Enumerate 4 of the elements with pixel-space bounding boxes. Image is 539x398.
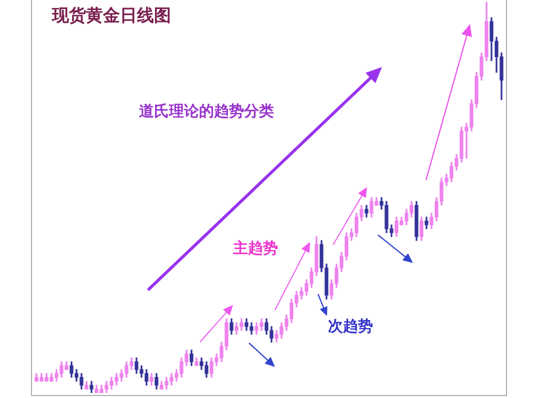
chart-title: 现货黄金日线图 [52, 6, 171, 26]
annotation: 主趋势 [233, 239, 278, 257]
annotation: 道氏理论的趋势分类 [139, 102, 274, 120]
annotation: 次趋势 [328, 317, 373, 335]
